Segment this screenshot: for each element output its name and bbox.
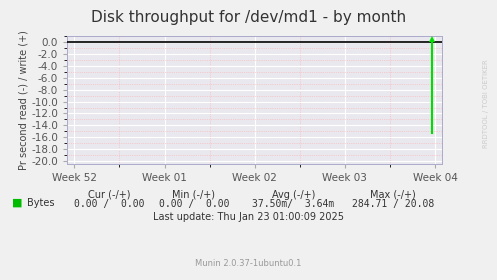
Text: Avg (-/+): Avg (-/+) <box>271 190 315 200</box>
Y-axis label: Pr second read (-) / write (+): Pr second read (-) / write (+) <box>18 30 28 170</box>
Text: Bytes: Bytes <box>27 198 55 208</box>
Text: 0.00 /  0.00: 0.00 / 0.00 <box>159 199 229 209</box>
Text: Disk throughput for /dev/md1 - by month: Disk throughput for /dev/md1 - by month <box>91 10 406 25</box>
Text: Last update: Thu Jan 23 01:00:09 2025: Last update: Thu Jan 23 01:00:09 2025 <box>153 212 344 222</box>
Text: 0.00 /  0.00: 0.00 / 0.00 <box>74 199 145 209</box>
Text: 284.71 / 20.08: 284.71 / 20.08 <box>351 199 434 209</box>
Text: RRDTOOL / TOBI OETIKER: RRDTOOL / TOBI OETIKER <box>483 59 489 148</box>
Text: Min (-/+): Min (-/+) <box>172 190 215 200</box>
Text: Munin 2.0.37-1ubuntu0.1: Munin 2.0.37-1ubuntu0.1 <box>195 259 302 268</box>
Text: Max (-/+): Max (-/+) <box>370 190 415 200</box>
Text: 37.50m/  3.64m: 37.50m/ 3.64m <box>252 199 334 209</box>
Text: Cur (-/+): Cur (-/+) <box>88 190 131 200</box>
Text: ■: ■ <box>12 198 23 208</box>
